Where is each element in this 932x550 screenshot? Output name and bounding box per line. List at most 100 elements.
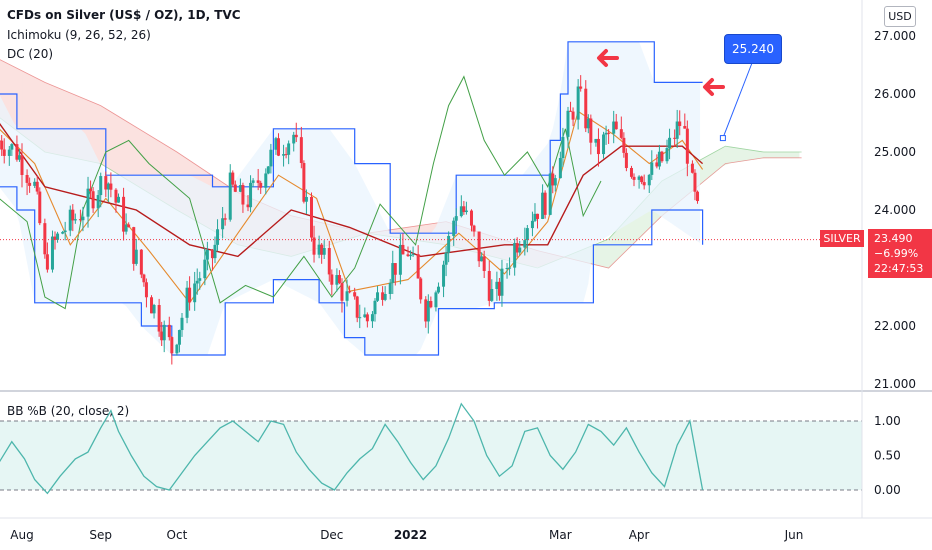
- candle-body: [363, 314, 367, 318]
- time-tick-label: Aug: [10, 528, 33, 542]
- candle-body: [223, 218, 227, 220]
- candle-body: [678, 121, 682, 126]
- time-axis[interactable]: Aug Sep Oct Dec 2022 Mar Apr Jun: [10, 528, 803, 542]
- candle-body: [127, 224, 131, 228]
- candle-body: [167, 324, 171, 338]
- candle-body: [345, 291, 349, 301]
- candle-body: [566, 110, 570, 137]
- candle-body: [198, 278, 202, 281]
- candle-body: [513, 243, 517, 268]
- currency-button[interactable]: USD: [884, 6, 916, 27]
- candle-body: [89, 188, 93, 192]
- candle-body: [594, 138, 598, 143]
- candle-body: [327, 247, 331, 275]
- candle-body: [117, 196, 120, 203]
- callout-connector: [722, 62, 753, 139]
- candle-body: [482, 256, 486, 271]
- candle-body: [56, 233, 60, 240]
- candle-body: [320, 244, 324, 255]
- ichimoku-cloud-segment: [768, 151, 777, 159]
- price-callout[interactable]: 25.240: [724, 34, 782, 64]
- candle-body: [632, 176, 636, 180]
- candle-body: [317, 244, 321, 255]
- candle-body: [170, 337, 174, 354]
- candle-body: [424, 299, 428, 322]
- candle-body: [500, 268, 504, 296]
- candle-body: [205, 249, 209, 260]
- candle-body: [376, 292, 380, 301]
- candle-body: [401, 244, 405, 255]
- candle-body: [188, 287, 192, 303]
- candle-body: [15, 144, 19, 160]
- candle-body: [0, 140, 4, 150]
- candle-body: [78, 219, 82, 221]
- candle-body: [99, 176, 103, 196]
- main-price-pane[interactable]: [0, 41, 862, 365]
- candle-body: [365, 314, 369, 322]
- candle-body: [381, 292, 385, 300]
- price-axis[interactable]: 27.000 26.000 25.000 24.000 22.000 21.000 1.00…: [874, 29, 916, 497]
- legend-ichimoku[interactable]: Ichimoku (9, 26, 52, 26): [7, 28, 151, 42]
- candle-body: [337, 275, 341, 284]
- candle-body: [624, 152, 628, 168]
- time-tick-label: Mar: [549, 528, 572, 542]
- candle-body: [536, 213, 540, 219]
- bar-countdown: 22:47:53: [874, 262, 924, 275]
- bb-tick-label: 1.00: [874, 414, 901, 428]
- candle-body: [518, 247, 522, 253]
- candle-body: [282, 154, 286, 156]
- candle-body: [607, 132, 611, 134]
- candle-body: [71, 209, 75, 221]
- legend-donchian[interactable]: DC (20): [7, 47, 54, 61]
- candle-body: [124, 224, 128, 232]
- bb-tick-label: 0.50: [874, 449, 901, 463]
- candle-body: [640, 176, 644, 183]
- ichimoku-cloud-segment: [97, 104, 107, 168]
- candle-body: [429, 301, 433, 308]
- candle-body: [579, 86, 583, 89]
- legend-bb-percent-b[interactable]: BB %B (20, close, 2): [7, 404, 130, 418]
- candle-body: [355, 296, 359, 318]
- candle-body: [177, 330, 181, 345]
- candle-body: [216, 229, 220, 245]
- candle-body: [2, 149, 6, 156]
- candle-body: [464, 210, 468, 213]
- candle-body: [73, 219, 77, 221]
- candle-body: [91, 191, 95, 209]
- time-tick-label: Oct: [167, 528, 188, 542]
- candle-body: [452, 220, 456, 236]
- candle-body: [152, 305, 156, 314]
- candle-body: [193, 283, 197, 303]
- candle-body: [469, 210, 473, 226]
- bb-percent-b-pane[interactable]: [0, 402, 862, 495]
- candle-body: [480, 256, 484, 262]
- ichimoku-cloud-segment: [105, 108, 114, 172]
- candle-body: [696, 191, 699, 202]
- candle-body: [541, 192, 545, 219]
- candle-body: [274, 138, 278, 150]
- candle-body: [7, 149, 11, 156]
- candle-body: [241, 185, 245, 205]
- candle-body: [231, 172, 235, 185]
- candle-body: [292, 134, 296, 144]
- candle-body: [114, 189, 118, 203]
- candle-body: [246, 204, 250, 208]
- candle-body: [96, 195, 100, 209]
- last-price-value: 23.490: [874, 232, 913, 245]
- senkou-span-b-line: [0, 59, 802, 269]
- ichimoku-cloud-segment: [600, 238, 609, 269]
- candle-body: [675, 121, 679, 139]
- candle-body: [310, 196, 313, 238]
- candle-body: [383, 293, 387, 300]
- time-tick-label: Dec: [320, 528, 343, 542]
- candle-body: [548, 173, 552, 215]
- candle-body: [304, 196, 308, 202]
- candle-body: [434, 292, 438, 308]
- candle-body: [195, 280, 199, 284]
- candle-body: [576, 86, 580, 120]
- candle-body: [543, 192, 547, 215]
- candle-body: [132, 227, 136, 264]
- ichimoku-cloud-segment: [737, 147, 747, 163]
- candle-body: [33, 181, 37, 186]
